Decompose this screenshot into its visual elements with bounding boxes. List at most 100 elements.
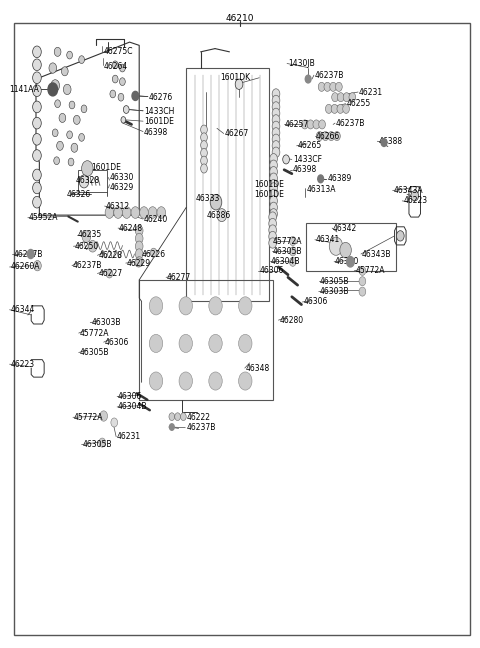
Polygon shape <box>186 68 269 301</box>
Text: 46240: 46240 <box>144 214 168 224</box>
Circle shape <box>123 106 129 113</box>
Circle shape <box>269 225 276 235</box>
Text: 1433CF: 1433CF <box>293 155 322 164</box>
Text: 46223: 46223 <box>403 196 427 205</box>
Circle shape <box>179 297 192 315</box>
Text: 45772A: 45772A <box>80 329 109 338</box>
Circle shape <box>169 424 174 430</box>
Text: 46330: 46330 <box>109 173 134 182</box>
Text: 46305B: 46305B <box>83 440 112 449</box>
Circle shape <box>149 372 163 390</box>
Text: 45772A: 45772A <box>74 413 103 422</box>
Polygon shape <box>36 42 139 215</box>
Circle shape <box>328 132 335 141</box>
Circle shape <box>201 164 207 173</box>
Circle shape <box>149 334 163 353</box>
Text: 1601DK: 1601DK <box>220 73 250 82</box>
Circle shape <box>100 411 108 421</box>
Text: 46229: 46229 <box>127 259 151 268</box>
Circle shape <box>396 231 404 241</box>
Circle shape <box>69 101 75 109</box>
Circle shape <box>49 63 57 73</box>
Circle shape <box>51 80 60 91</box>
Text: 46306: 46306 <box>118 392 143 401</box>
Circle shape <box>210 194 222 210</box>
Text: 1141AA: 1141AA <box>10 85 39 94</box>
Circle shape <box>120 78 125 86</box>
Circle shape <box>272 115 280 125</box>
Circle shape <box>67 51 72 59</box>
Circle shape <box>99 438 106 447</box>
Text: 46306: 46306 <box>259 266 284 275</box>
Circle shape <box>272 128 280 138</box>
Text: 46235: 46235 <box>78 230 102 239</box>
Circle shape <box>33 59 41 71</box>
Bar <box>306 223 396 271</box>
Text: 1433CH: 1433CH <box>144 107 174 116</box>
Circle shape <box>270 167 277 177</box>
Text: 46342: 46342 <box>333 224 358 233</box>
Circle shape <box>209 372 222 390</box>
Text: 46326: 46326 <box>66 190 91 199</box>
Circle shape <box>324 82 331 91</box>
Circle shape <box>110 90 116 98</box>
Text: 46277: 46277 <box>167 273 192 282</box>
Circle shape <box>33 72 41 84</box>
Text: 46341: 46341 <box>316 235 340 244</box>
Circle shape <box>33 133 41 145</box>
Circle shape <box>318 175 324 183</box>
Circle shape <box>201 156 207 165</box>
Circle shape <box>57 141 63 150</box>
Circle shape <box>332 93 338 102</box>
Circle shape <box>179 372 192 390</box>
Circle shape <box>270 189 277 200</box>
Circle shape <box>114 207 122 218</box>
Text: 46237B: 46237B <box>13 250 43 259</box>
Circle shape <box>169 413 175 421</box>
Circle shape <box>239 297 252 315</box>
Text: 46265: 46265 <box>298 141 322 150</box>
Text: 46223: 46223 <box>11 360 35 369</box>
Circle shape <box>201 141 207 150</box>
Text: 46231: 46231 <box>359 87 383 97</box>
Circle shape <box>131 207 140 218</box>
Circle shape <box>331 104 338 113</box>
Text: 46305B: 46305B <box>80 348 109 357</box>
Circle shape <box>135 233 143 244</box>
Circle shape <box>307 120 314 129</box>
Text: 46250: 46250 <box>74 242 99 251</box>
Circle shape <box>135 226 143 236</box>
Circle shape <box>67 131 72 139</box>
Text: 46343A: 46343A <box>394 186 423 195</box>
Circle shape <box>301 120 308 129</box>
Circle shape <box>73 115 80 124</box>
Circle shape <box>33 169 41 181</box>
Text: 46260A: 46260A <box>11 262 40 272</box>
Circle shape <box>33 150 41 161</box>
Circle shape <box>329 237 343 255</box>
Circle shape <box>82 161 93 176</box>
Text: 46306: 46306 <box>105 338 129 347</box>
Circle shape <box>325 104 332 113</box>
Circle shape <box>34 260 41 271</box>
Circle shape <box>330 82 336 91</box>
Text: 46304B: 46304B <box>271 257 300 266</box>
Circle shape <box>359 287 366 296</box>
Circle shape <box>33 117 41 129</box>
Text: 46312: 46312 <box>106 202 130 211</box>
Circle shape <box>289 237 296 246</box>
Circle shape <box>59 113 66 122</box>
Text: 1601DE: 1601DE <box>91 163 121 172</box>
Text: 46264: 46264 <box>103 62 128 71</box>
Text: 46228: 46228 <box>98 251 122 260</box>
Circle shape <box>33 196 41 208</box>
Text: 46237B: 46237B <box>73 261 102 270</box>
Circle shape <box>68 158 74 166</box>
Circle shape <box>135 258 142 267</box>
Bar <box>139 280 273 400</box>
Text: 46303B: 46303B <box>320 287 349 296</box>
Text: 46276: 46276 <box>149 93 173 102</box>
Text: 1601DE: 1601DE <box>254 190 284 199</box>
Text: 1601DE: 1601DE <box>254 179 284 189</box>
Text: 46257: 46257 <box>285 120 310 129</box>
